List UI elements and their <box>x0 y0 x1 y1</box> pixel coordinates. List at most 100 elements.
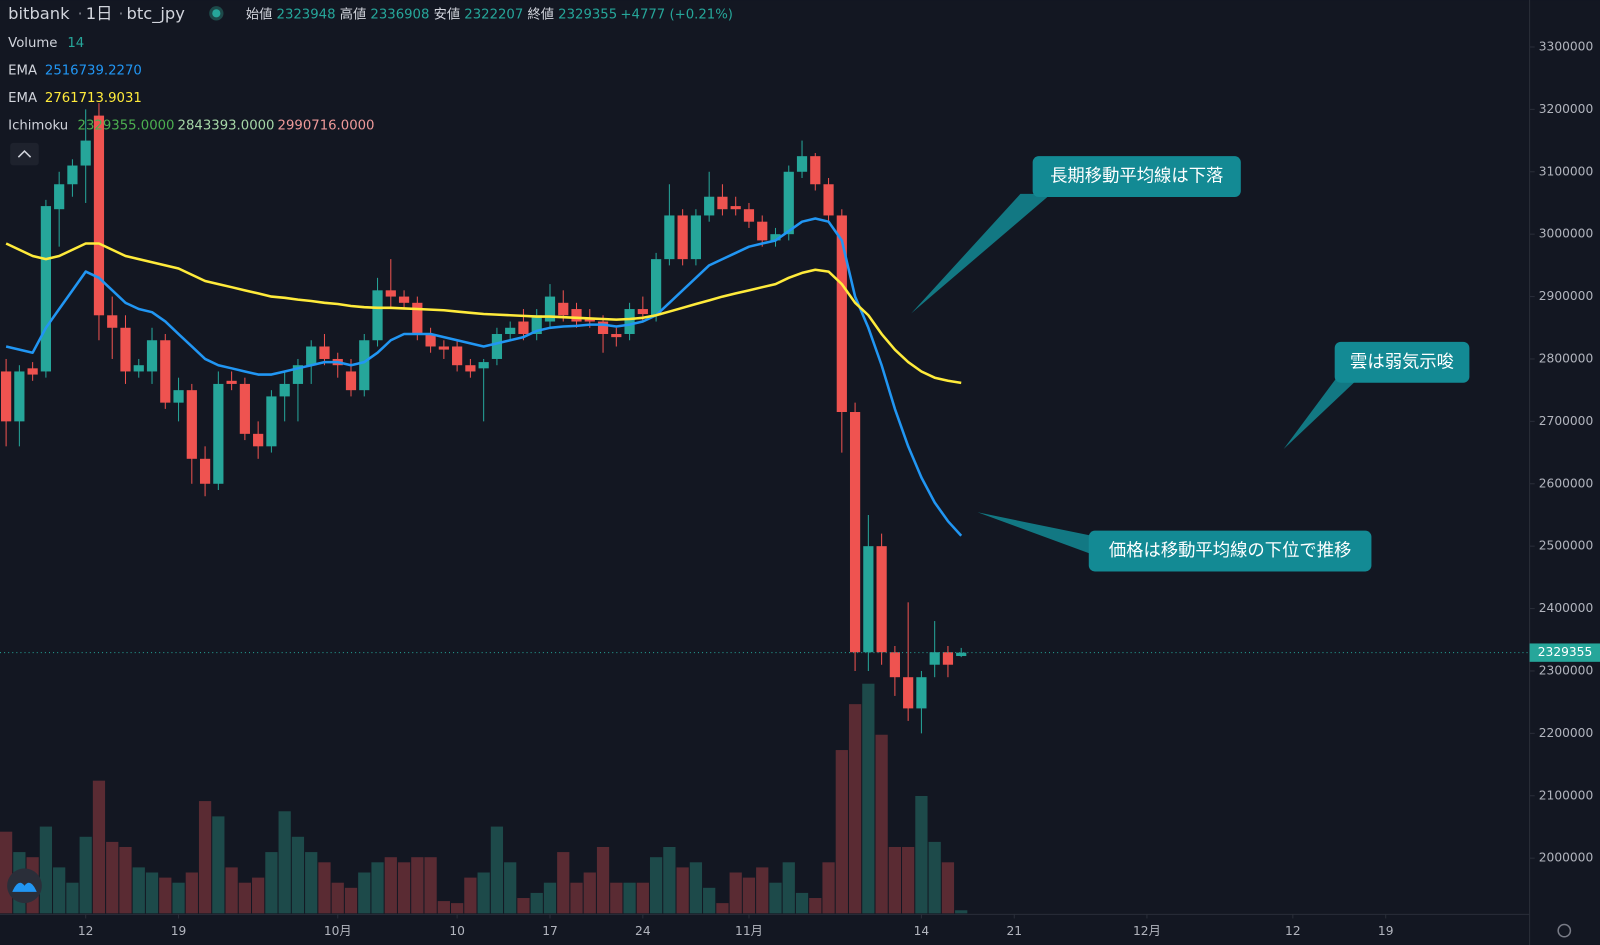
volume-bar <box>437 901 450 914</box>
callout-text: 長期移動平均線は下落 <box>1050 167 1223 187</box>
callout-pointer <box>1283 377 1358 450</box>
callout-text: 価格は移動平均線の下位で推移 <box>1109 541 1352 561</box>
volume-bar <box>504 862 517 914</box>
volume-bar <box>132 867 145 914</box>
close-label: 終値 <box>528 6 555 22</box>
candle-body <box>597 321 609 335</box>
collapse-button[interactable] <box>10 142 39 166</box>
volume-bar <box>384 857 397 914</box>
candle-body <box>452 346 463 366</box>
candle-body <box>1 371 12 422</box>
volume-bar <box>305 852 318 914</box>
candle-body <box>637 309 648 315</box>
candle-body <box>213 383 224 484</box>
candle-body <box>743 209 755 222</box>
legend-ema: EMA <box>8 63 37 78</box>
candle-body <box>345 371 357 391</box>
volume-bar <box>424 857 437 914</box>
volume-bar <box>583 872 596 914</box>
candle-body <box>783 171 794 235</box>
candle-body <box>624 309 635 335</box>
close-value: 2329355 <box>558 7 617 22</box>
candle-body <box>903 677 914 709</box>
volume-bar <box>344 887 358 914</box>
candle-body <box>279 383 290 397</box>
volume-bar <box>623 882 636 914</box>
candle-body <box>133 365 144 372</box>
x-tick-label: 24 <box>635 924 651 938</box>
legend-ichimoku-value: 2329355.0000 <box>78 119 175 134</box>
low-label: 安値 <box>434 6 461 22</box>
volume-bar <box>822 862 835 914</box>
volume-bar <box>53 867 66 914</box>
x-tick-label: 10 <box>449 924 465 938</box>
candle-body <box>651 259 662 316</box>
candle-body <box>956 652 967 657</box>
volume-bar <box>703 887 716 914</box>
candle-body <box>796 156 808 172</box>
y-tick-label: 3200000 <box>1539 102 1594 116</box>
exchange: bitbank <box>8 4 70 23</box>
y-tick-label: 3100000 <box>1539 164 1594 178</box>
volume-bar <box>782 862 795 914</box>
candle-body <box>54 184 65 210</box>
volume-bar <box>689 862 703 914</box>
callout-pointer <box>977 512 1097 557</box>
candle-body <box>306 346 317 366</box>
separator: · <box>78 4 83 23</box>
symbol: btc_jpy <box>127 4 186 24</box>
y-tick-label: 2300000 <box>1539 663 1594 677</box>
volume-bar <box>477 872 490 914</box>
legend-ema-value: 2516739.2270 <box>45 63 142 78</box>
y-tick-label: 2100000 <box>1539 788 1594 802</box>
volume-bar <box>875 734 888 914</box>
candle-body <box>253 433 264 447</box>
volume-bar <box>397 862 411 914</box>
candle-body <box>14 371 25 422</box>
candle-body <box>186 390 197 459</box>
y-tick-label: 3000000 <box>1539 227 1594 241</box>
candle-body <box>385 290 396 297</box>
volume-bar <box>464 877 477 914</box>
volume-bar <box>172 882 185 914</box>
y-tick-label: 2500000 <box>1539 539 1594 553</box>
y-tick-label: 2800000 <box>1539 351 1594 365</box>
volume-bar <box>106 841 119 914</box>
open-label: 始値 <box>246 6 273 22</box>
candle-body <box>558 302 569 316</box>
volume-bar <box>517 898 530 914</box>
volume-bar <box>291 836 305 914</box>
callout-text: 雲は弱気示唆 <box>1350 352 1454 372</box>
volume-bar <box>265 852 278 914</box>
candle-body <box>372 290 383 341</box>
legend-ema-value: 2761713.9031 <box>45 91 142 106</box>
ema-line <box>5 217 963 537</box>
x-tick-label: 21 <box>1006 924 1022 938</box>
volume-bar <box>742 877 756 914</box>
x-tick-label: 19 <box>1378 924 1394 938</box>
candle-body <box>438 346 449 350</box>
volume-bar <box>636 882 649 914</box>
volume-bar <box>676 867 689 914</box>
y-tick-label: 2400000 <box>1539 601 1594 615</box>
logo-icon <box>12 882 37 892</box>
settings-icon[interactable] <box>1557 923 1572 938</box>
candle-body <box>704 196 715 216</box>
volume-bar <box>557 852 570 914</box>
callout-box <box>1334 341 1470 383</box>
volume-bar <box>411 857 424 914</box>
candle-body <box>544 296 556 322</box>
separator: · <box>118 4 123 23</box>
callout-box <box>1088 530 1372 572</box>
volume-bar <box>809 898 822 914</box>
volume-bar <box>649 857 663 914</box>
volume-bar <box>888 846 902 914</box>
y-tick-label: 2700000 <box>1539 414 1594 428</box>
overlay: bitbank · 1日 · btc_jpy 始値 2323948 高値 233… <box>7 4 1600 938</box>
x-tick-label: 10月 <box>324 924 352 938</box>
volume-bar <box>66 882 79 914</box>
volume-bar <box>902 846 915 914</box>
volume-bar <box>331 882 344 914</box>
candle-body <box>27 368 38 375</box>
